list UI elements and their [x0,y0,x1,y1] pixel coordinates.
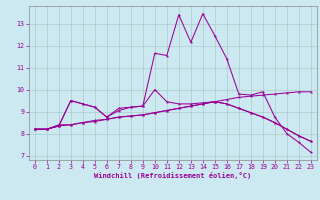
X-axis label: Windchill (Refroidissement éolien,°C): Windchill (Refroidissement éolien,°C) [94,172,252,179]
